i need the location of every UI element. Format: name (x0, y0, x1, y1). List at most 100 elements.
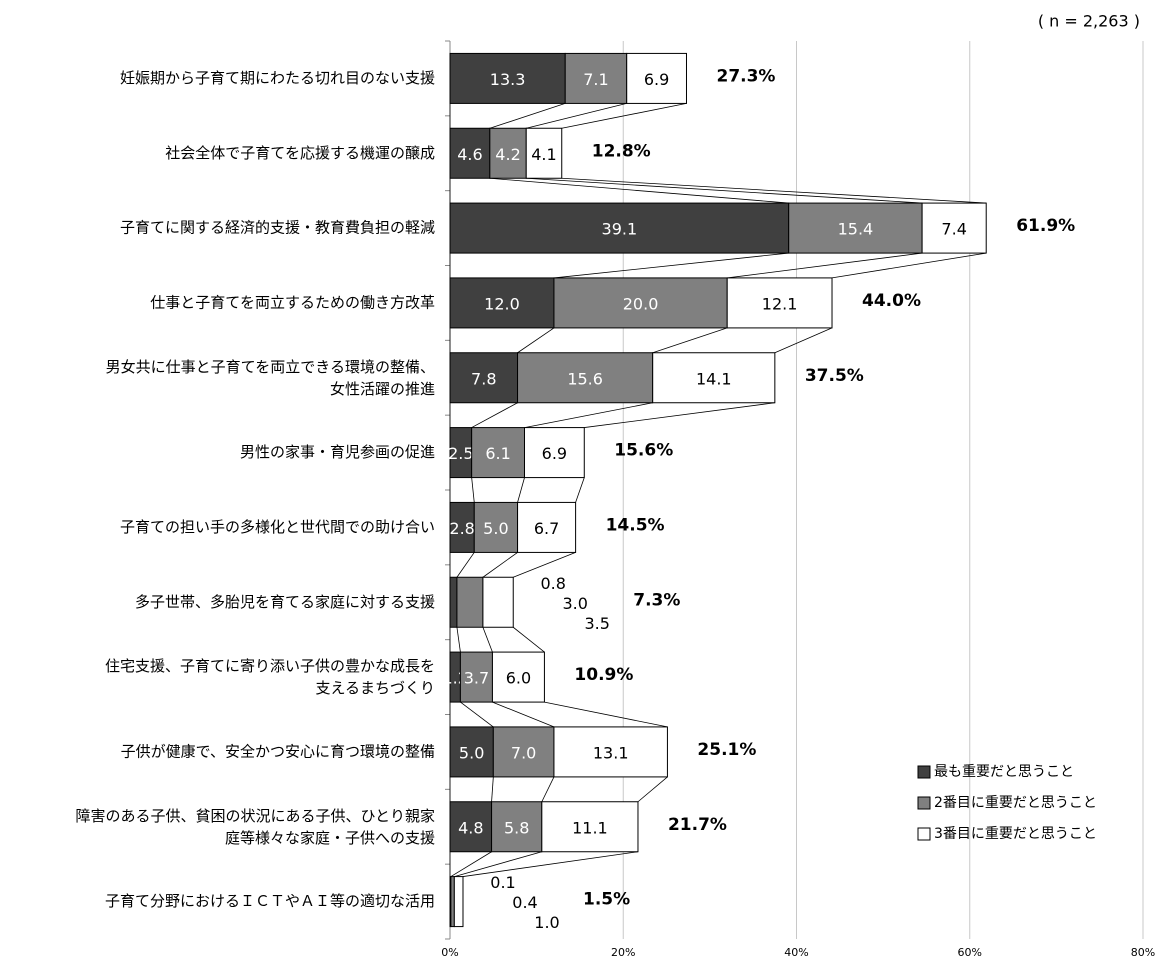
value-label: 6.7 (534, 519, 559, 538)
value-label: 6.9 (644, 70, 669, 89)
category-label: 子育て分野におけるＩＣＴやＡＩ等の適切な活用 (105, 892, 435, 910)
bar-segment (517, 352, 654, 404)
category-label: 仕事と子育てを両立するための働き方改革 (150, 293, 435, 311)
value-label: 13.3 (490, 70, 526, 89)
bar-segment (482, 576, 514, 628)
total-label: 12.8% (592, 141, 651, 161)
bar-segment (491, 651, 545, 703)
value-label: 0.4 (512, 893, 537, 912)
bar-segment (788, 202, 923, 254)
value-label: 6.0 (506, 669, 531, 688)
legend-label: 2番目に重要だと思うこと (934, 795, 1097, 811)
series-line (462, 851, 639, 877)
bar-segment (517, 501, 577, 553)
value-label: 5.8 (504, 818, 529, 837)
category-label: 男女共に仕事と子育てを両立できる環境の整備、女性活躍の推進 (106, 357, 435, 397)
legend-swatch (917, 827, 931, 841)
bar-segment (449, 277, 555, 329)
bar-segment (491, 801, 543, 853)
series-line (524, 402, 653, 428)
x-tick-label: 0% (441, 946, 458, 959)
legend-label: 最も重要だと思うこと (934, 764, 1074, 780)
x-tick-label: 80% (1131, 946, 1155, 959)
total-label: 61.9% (1016, 216, 1075, 236)
value-label: 2.8 (449, 519, 474, 538)
x-tick-label: 40% (784, 946, 808, 959)
series-line (460, 701, 494, 728)
bar-segment (449, 801, 493, 853)
total-label: 1.5% (583, 890, 630, 910)
series-line (561, 177, 987, 204)
bar-segment (525, 127, 563, 179)
value-label: 4.6 (457, 145, 482, 164)
series-line (831, 252, 987, 279)
bar-segment (453, 876, 464, 928)
total-label: 44.0% (862, 291, 921, 311)
total-label: 37.5% (805, 366, 864, 386)
value-label: 0.1 (490, 873, 515, 892)
sample-size-note: ( n = 2,263 ) (1038, 12, 1140, 31)
value-label: 14.1 (696, 369, 732, 388)
value-label: 20.0 (623, 294, 659, 313)
series-line (637, 776, 668, 803)
value-label: 15.4 (838, 220, 874, 239)
series-line (454, 851, 542, 877)
series-line (575, 477, 585, 503)
series-line (489, 103, 566, 129)
total-label: 7.3% (633, 590, 680, 610)
bar-segment (450, 876, 455, 928)
series-line (561, 103, 687, 129)
series-line (541, 776, 555, 802)
value-label: 6.1 (485, 444, 510, 463)
total-label: 27.3% (716, 66, 775, 86)
value-label: 11.1 (572, 818, 608, 837)
series-line (727, 252, 923, 279)
bar-segment (459, 651, 493, 703)
value-label: 39.1 (602, 220, 638, 239)
value-label: 2.5 (448, 444, 473, 463)
value-label: 0.8 (541, 574, 566, 593)
bar-segment (492, 726, 555, 778)
series-line (482, 627, 493, 653)
bar-segment (652, 352, 776, 404)
bar-segment (473, 501, 519, 553)
category-label: 社会全体で子育てを応援する機運の醸成 (165, 144, 435, 162)
value-label: 13.1 (593, 743, 629, 762)
value-label: 4.1 (531, 145, 556, 164)
bar-segment (541, 801, 639, 853)
legend-swatch (917, 765, 931, 779)
bar-segment (921, 202, 987, 254)
series-line (517, 327, 555, 354)
bar-segment (726, 277, 833, 329)
category-label: 多子世帯、多胎児を育てる家庭に対する支援 (135, 593, 435, 611)
series-line (471, 477, 475, 503)
category-label: 住宅支援、子育てに寄り添い子供の豊かな成長を支えるまちづくり (105, 657, 435, 697)
series-line (482, 552, 518, 578)
category-label: 男性の家事・育児参画の促進 (240, 443, 435, 461)
series-line (774, 327, 833, 354)
category-label: 子育ての担い手の多様化と世代間での助け合い (120, 518, 435, 536)
value-label: 7.0 (511, 743, 536, 762)
value-label: 12.0 (484, 294, 520, 313)
total-label: 14.5% (606, 515, 665, 535)
series-line (450, 851, 492, 877)
total-label: 15.6% (614, 441, 673, 461)
value-label: 1.0 (534, 913, 559, 932)
bar-segment (449, 501, 475, 553)
value-label: 6.9 (542, 444, 567, 463)
bar-segment (449, 352, 519, 404)
value-label: 7.4 (941, 220, 966, 239)
value-label: 7.8 (471, 369, 496, 388)
series-line (513, 552, 576, 578)
value-label: 5.0 (483, 519, 508, 538)
value-label: 12.1 (762, 294, 798, 313)
total-label: 21.7% (668, 815, 727, 835)
bar-segment (553, 277, 728, 329)
bar-segment (489, 127, 527, 179)
total-label: 25.1% (697, 740, 756, 760)
series-line (456, 552, 475, 578)
series-line (512, 626, 545, 653)
category-label: 子供が健康で、安全かつ安心に育つ環境の整備 (121, 742, 435, 760)
bar-segment (523, 427, 585, 479)
